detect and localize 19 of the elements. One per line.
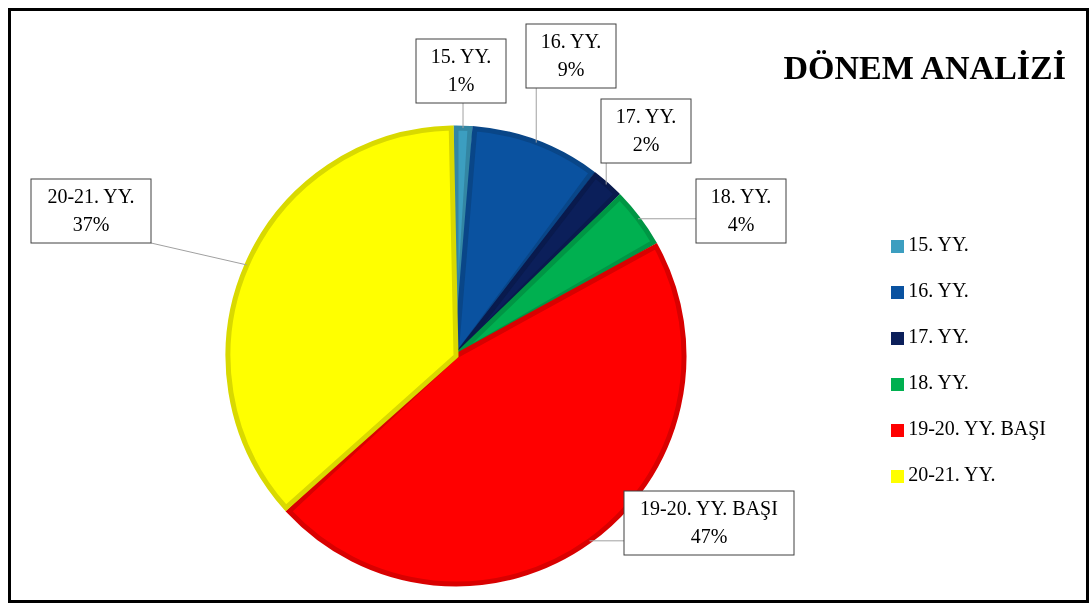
legend-label: 20-21. YY. [908,463,996,485]
legend-label: 15. YY. [908,233,969,255]
chart-title: DÖNEM ANALİZİ [783,49,1066,87]
slice-label: 17. YY. [615,105,677,127]
legend-label: 17. YY. [908,325,969,347]
slice-label: 19-20. YY. BAŞI [640,497,778,520]
legend-label: 19-20. YY. BAŞI [908,417,1046,439]
data-label: 9% [557,58,585,80]
slice-label: 18. YY. [710,185,772,207]
legend-label: 18. YY. [908,371,969,393]
data-label: 2% [632,133,660,155]
data-label: 1% [447,73,475,95]
data-label: 4% [727,213,755,235]
data-label: 37% [72,213,110,235]
slice-label: 20-21. YY. [47,185,135,207]
data-label: 47% [690,525,728,547]
slice-label: 16. YY. [540,30,602,52]
slice-label: 15. YY. [430,45,492,67]
legend-label: 16. YY. [908,279,969,301]
